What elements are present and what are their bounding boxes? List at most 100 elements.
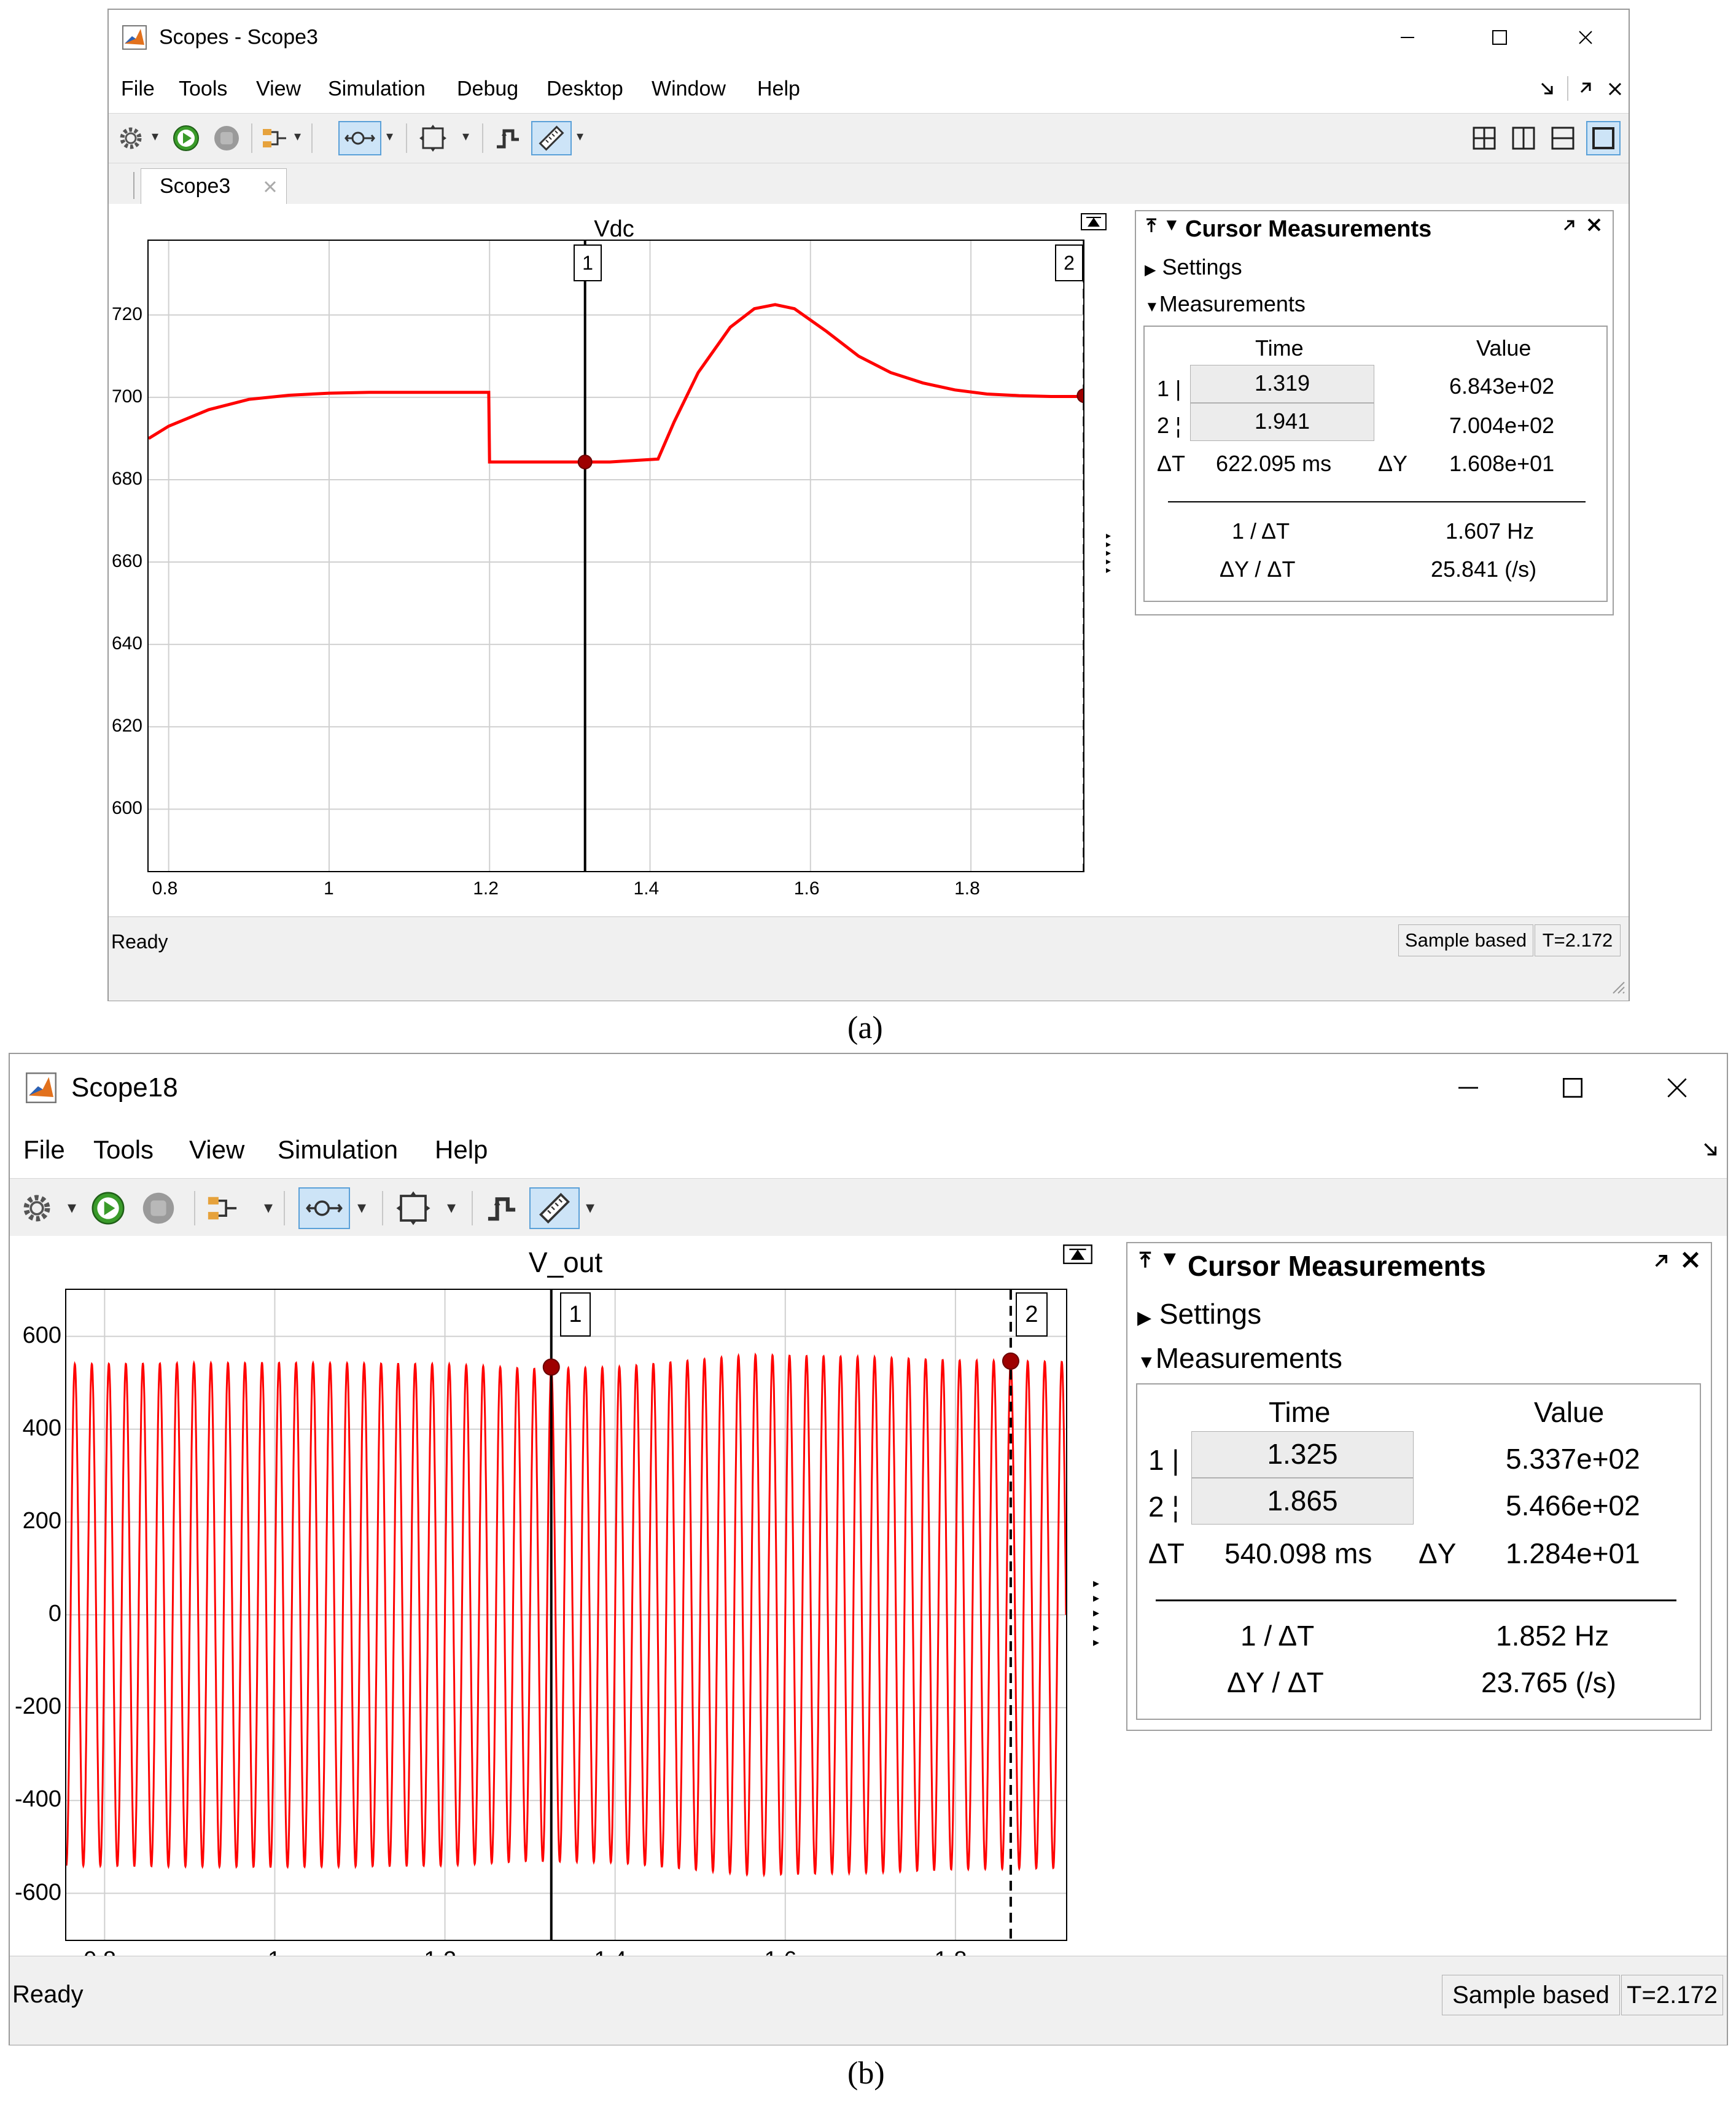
menu-debug[interactable]: Debug — [457, 77, 519, 101]
cursor-dropdown-icon[interactable]: ▾ — [586, 1198, 595, 1217]
measurements-section[interactable]: ▼Measurements — [1137, 1341, 1342, 1375]
menu-tools[interactable]: Tools — [93, 1135, 154, 1164]
vdc-series-line — [149, 303, 1083, 464]
close-tab-icon[interactable] — [263, 179, 278, 194]
cursor-2-label[interactable]: 2 — [1055, 244, 1083, 281]
settings-section[interactable]: ▶ Settings — [1145, 254, 1242, 280]
y-tick-label: -200 — [14, 1693, 61, 1720]
menu-window[interactable]: Window — [652, 77, 726, 101]
zoom-button[interactable] — [298, 1187, 350, 1229]
menu-view[interactable]: View — [189, 1135, 245, 1164]
stop-button[interactable] — [211, 122, 243, 154]
plot-axes[interactable]: 1 2 — [65, 1289, 1067, 1941]
undock-panel-icon[interactable] — [1562, 219, 1576, 232]
restore-legend-icon[interactable] — [1062, 1243, 1093, 1265]
settings-dropdown-icon[interactable]: ▾ — [152, 128, 159, 144]
zoom-dropdown-icon[interactable]: ▾ — [386, 128, 394, 144]
signal-highlight-button[interactable] — [259, 122, 290, 154]
row2-time[interactable]: 1.941 — [1190, 403, 1374, 441]
y-tick-label: -600 — [14, 1879, 61, 1905]
cursor-1-label[interactable]: 1 — [560, 1292, 591, 1337]
col-value-header: Value — [1476, 335, 1532, 361]
layout-rows-button[interactable] — [1549, 125, 1576, 152]
layout-single-button[interactable] — [1586, 121, 1621, 155]
triggers-button[interactable] — [483, 1190, 521, 1227]
plot-axes[interactable]: 1 2 — [147, 240, 1084, 872]
delta-y-value: 1.608e+01 — [1449, 451, 1555, 476]
minimize-button[interactable] — [1441, 1054, 1496, 1122]
signal-icon — [263, 129, 286, 147]
cursor-2-label[interactable]: 2 — [1016, 1292, 1048, 1337]
autoscale-button[interactable] — [416, 122, 450, 154]
menu-file[interactable]: File — [121, 77, 155, 101]
sim-time-indicator: T=2.172 — [1621, 1975, 1723, 2015]
row1-time[interactable]: 1.325 — [1191, 1431, 1414, 1478]
menu-separator — [1567, 76, 1568, 101]
run-button[interactable] — [90, 1190, 127, 1227]
close-scope-icon[interactable] — [1607, 81, 1623, 97]
resize-grip-icon[interactable] — [1609, 978, 1625, 994]
undock-icon[interactable] — [1702, 1141, 1719, 1158]
inverse-dt-label: 1 / ΔT — [1240, 1620, 1315, 1652]
layout-columns-button[interactable] — [1510, 125, 1537, 152]
stop-button[interactable] — [140, 1190, 177, 1227]
dock-icon[interactable] — [1578, 81, 1594, 97]
cursor-1-label[interactable]: 1 — [574, 244, 602, 281]
row2-time[interactable]: 1.865 — [1191, 1478, 1414, 1525]
triggers-button[interactable] — [492, 122, 524, 154]
trigger-icon — [497, 129, 519, 149]
zoom-button[interactable] — [338, 121, 381, 155]
plot-area[interactable] — [149, 241, 1083, 871]
plot-area[interactable] — [66, 1290, 1066, 1940]
menu-help[interactable]: Help — [435, 1135, 488, 1164]
menu-simulation[interactable]: Simulation — [328, 77, 426, 101]
settings-section[interactable]: ▶ Settings — [1137, 1297, 1261, 1330]
zoom-dropdown-icon[interactable]: ▾ — [357, 1198, 367, 1217]
menu-bar: File Tools View Simulation Help — [10, 1122, 1727, 1178]
autoscale-dropdown-icon[interactable]: ▾ — [462, 128, 470, 144]
expand-panel-arrows[interactable]: ▸ ▸ ▸ ▸ ▸ — [1106, 531, 1111, 576]
cursor-dropdown-icon[interactable]: ▾ — [577, 128, 584, 144]
menu-help[interactable]: Help — [757, 77, 800, 101]
toolbar-separator — [482, 123, 483, 153]
measurements-section[interactable]: ▼Measurements — [1145, 291, 1306, 317]
autoscale-button[interactable] — [393, 1189, 434, 1228]
settings-dropdown-icon[interactable]: ▾ — [68, 1198, 77, 1217]
pin-icon[interactable] — [1137, 1251, 1153, 1269]
delta-y-label: ΔY — [1419, 1537, 1457, 1569]
collapse-panel-icon[interactable]: ▼ — [1159, 1247, 1180, 1270]
maximize-button[interactable] — [1545, 1054, 1600, 1122]
cursor-measurements-button[interactable] — [531, 121, 572, 155]
menu-simulation[interactable]: Simulation — [278, 1135, 399, 1164]
close-panel-icon[interactable] — [1587, 217, 1602, 232]
row1-time[interactable]: 1.319 — [1190, 365, 1374, 403]
tab-scope3[interactable]: Scope3 — [141, 168, 287, 204]
expand-panel-arrows[interactable]: ▸ ▸ ▸ ▸ ▸ — [1093, 1576, 1099, 1650]
close-panel-icon[interactable] — [1681, 1251, 1700, 1269]
layout-2x2-button[interactable] — [1471, 125, 1498, 152]
settings-button[interactable] — [18, 1190, 55, 1227]
collapse-panel-icon[interactable]: ▼ — [1163, 215, 1180, 234]
collapse-arrow-icon: ▼ — [1145, 299, 1159, 315]
signal-highlight-button[interactable] — [203, 1190, 242, 1227]
delta-t-value: 540.098 ms — [1224, 1537, 1372, 1569]
minimize-button[interactable] — [1386, 10, 1429, 65]
autoscale-dropdown-icon[interactable]: ▾ — [447, 1198, 456, 1217]
menu-desktop[interactable]: Desktop — [547, 77, 623, 101]
pin-icon[interactable] — [1145, 217, 1158, 233]
restore-legend-icon[interactable] — [1080, 213, 1107, 231]
signal-dropdown-icon[interactable]: ▾ — [264, 1198, 273, 1217]
close-button[interactable] — [1649, 1054, 1705, 1122]
undock-icon[interactable] — [1539, 81, 1555, 97]
run-button[interactable] — [170, 122, 202, 154]
maximize-button[interactable] — [1478, 10, 1521, 65]
settings-button[interactable] — [115, 122, 147, 154]
y-tick-label: 400 — [22, 1415, 61, 1441]
menu-tools[interactable]: Tools — [179, 77, 228, 101]
cursor-measurements-button[interactable] — [529, 1187, 580, 1229]
menu-file[interactable]: File — [23, 1135, 65, 1164]
menu-view[interactable]: View — [256, 77, 302, 101]
undock-panel-icon[interactable] — [1653, 1253, 1669, 1269]
close-button[interactable] — [1564, 10, 1607, 65]
signal-dropdown-icon[interactable]: ▾ — [294, 128, 302, 144]
